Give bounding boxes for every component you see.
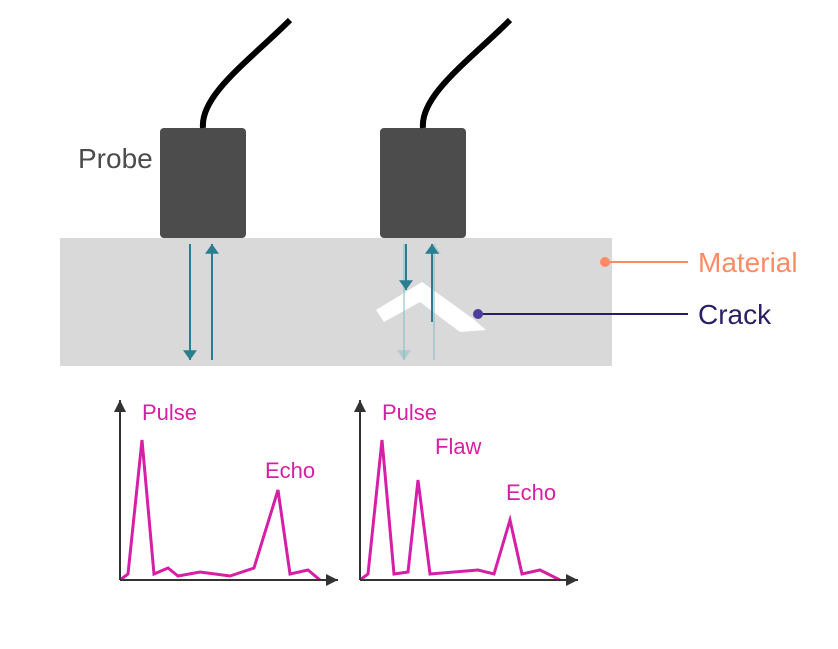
chart2-echo-label: Echo bbox=[506, 480, 556, 505]
signal-chart-1: Pulse Echo bbox=[114, 400, 338, 586]
material-label: Material bbox=[698, 247, 798, 278]
probe-2 bbox=[380, 128, 466, 238]
chart1-echo-label: Echo bbox=[265, 458, 315, 483]
probe2-cable bbox=[423, 20, 510, 128]
signal-chart-2: Pulse Flaw Echo bbox=[354, 400, 578, 586]
probe-1 bbox=[160, 128, 246, 238]
probe-label: Probe bbox=[78, 143, 153, 174]
chart2-signal-line bbox=[360, 440, 560, 580]
material-slab bbox=[60, 238, 612, 366]
material-callout: Material bbox=[600, 247, 798, 278]
diagram-canvas: Probe Material Crack Pulse Echo Pulse Fl… bbox=[0, 0, 838, 649]
chart1-pulse-label: Pulse bbox=[142, 400, 197, 425]
chart2-flaw-label: Flaw bbox=[435, 434, 482, 459]
probe1-cable bbox=[203, 20, 290, 128]
crack-label: Crack bbox=[698, 299, 772, 330]
chart2-pulse-label: Pulse bbox=[382, 400, 437, 425]
